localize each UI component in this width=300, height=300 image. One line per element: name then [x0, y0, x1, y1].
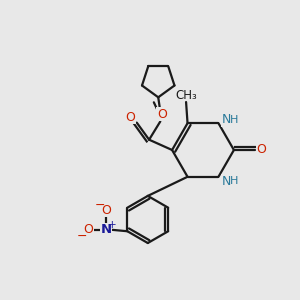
Text: N: N	[100, 223, 112, 236]
Text: O: O	[84, 223, 94, 236]
Text: N: N	[222, 113, 231, 126]
Text: O: O	[257, 143, 266, 157]
Text: O: O	[125, 111, 135, 124]
Text: O: O	[101, 204, 111, 217]
Text: H: H	[230, 176, 238, 186]
Text: N: N	[222, 175, 231, 188]
Text: CH₃: CH₃	[175, 89, 197, 102]
Text: +: +	[108, 220, 116, 230]
Text: O: O	[157, 108, 167, 121]
Text: −: −	[77, 230, 87, 243]
Text: H: H	[230, 115, 238, 125]
Text: −: −	[94, 199, 105, 212]
